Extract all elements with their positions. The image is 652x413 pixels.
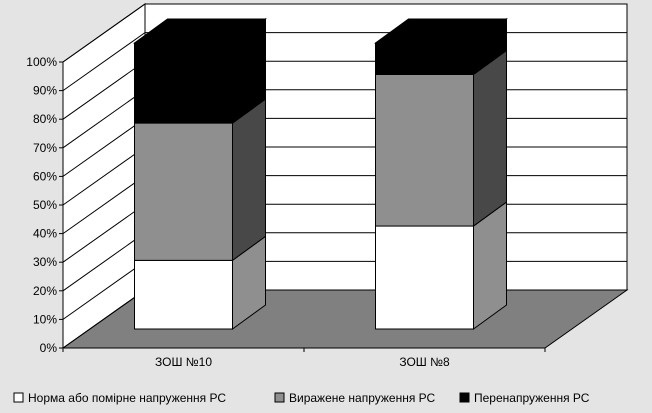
legend-label: Перенапруження РС	[474, 391, 590, 405]
y-tick-label: 80%	[33, 112, 57, 126]
y-tick-label: 40%	[33, 227, 57, 241]
y-tick-label: 100%	[26, 55, 57, 69]
legend-label: Виражене напруження РС	[289, 391, 436, 405]
bar-segment-side	[473, 49, 507, 228]
bar-segment-front	[134, 42, 233, 124]
y-tick-label: 60%	[33, 169, 57, 183]
y-tick-label: 30%	[33, 255, 57, 269]
y-tick-label: 0%	[40, 341, 58, 355]
bar-top-face	[373, 18, 509, 44]
bar-segment-front	[375, 73, 474, 227]
gridline	[62, 3, 627, 63]
bar-segment-front	[134, 259, 233, 330]
y-tick-label: 50%	[33, 198, 57, 212]
bar-segment-front	[134, 122, 233, 261]
legend-swatch	[274, 392, 285, 403]
bar-segment-front	[375, 42, 474, 75]
y-tick-label: 70%	[33, 141, 57, 155]
category-label: ЗОШ №8	[399, 355, 450, 369]
bar-top-face	[132, 18, 268, 44]
y-tick-label: 90%	[33, 84, 57, 98]
y-tick-label: 10%	[33, 312, 57, 326]
category-label: ЗОШ №10	[155, 355, 212, 369]
y-tick-label: 20%	[33, 284, 57, 298]
legend-swatch	[13, 392, 24, 403]
bar-segment-side	[232, 98, 266, 262]
bar-segment-front	[375, 225, 474, 330]
legend-swatch	[459, 392, 470, 403]
legend-label: Норма або помірне напруження РС	[28, 391, 226, 405]
